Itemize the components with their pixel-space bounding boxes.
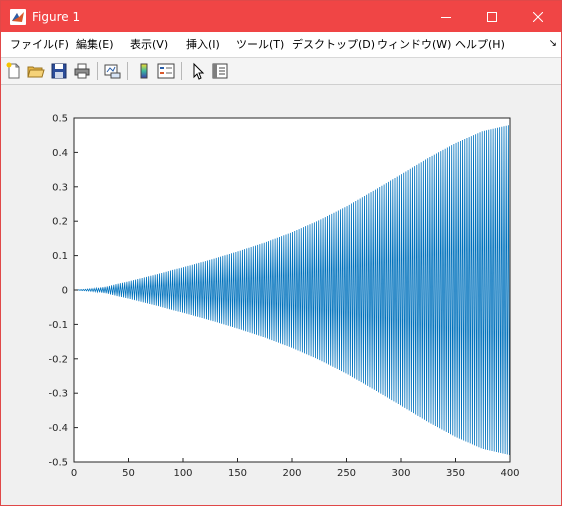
close-icon: [533, 11, 543, 22]
y-tick-label: 0.3: [52, 182, 68, 193]
y-tick-label: -0.3: [48, 389, 68, 400]
series-layer: [73, 125, 511, 456]
close-button[interactable]: [515, 1, 561, 32]
pointer-icon[interactable]: [188, 61, 208, 81]
legend-icon[interactable]: [156, 61, 176, 81]
y-tick-label: 0: [62, 286, 68, 297]
y-tick-label: 0.2: [52, 217, 68, 228]
y-tick-label: -0.5: [48, 458, 68, 469]
x-tick-label: 100: [173, 468, 192, 479]
y-tick-label: -0.4: [48, 423, 68, 434]
link-plot-icon[interactable]: [102, 61, 122, 81]
x-tick-label: 350: [446, 468, 465, 479]
figure-toolbar: [1, 58, 561, 85]
menu-edit[interactable]: 編集(E): [76, 38, 114, 51]
x-tick-label: 50: [122, 468, 135, 479]
menu-insert[interactable]: 挿入(I): [186, 38, 220, 51]
x-tick-label: 400: [500, 468, 519, 479]
window-title: Figure 1: [32, 10, 81, 24]
menu-help[interactable]: ヘルプ(H): [455, 38, 505, 51]
colorbar-icon[interactable]: [134, 61, 154, 81]
open-icon[interactable]: [26, 61, 46, 81]
menu-view[interactable]: 表示(V): [130, 38, 169, 51]
y-tick-label: -0.1: [48, 320, 68, 331]
menu-bar: ファイル(F) 編集(E) 表示(V) 挿入(I) ツール(T) デスクトップ(…: [1, 32, 561, 58]
print-icon[interactable]: [72, 61, 92, 81]
toolbar-separator: [181, 62, 182, 80]
x-tick-label: 300: [391, 468, 410, 479]
y-tick-label: 0.5: [52, 114, 68, 125]
property-inspector-icon[interactable]: [210, 61, 230, 81]
minimize-icon: [441, 16, 451, 18]
plot-canvas: 0 50 100 150 200 250 300 350 400 -0.5 -0.4 -0.3 -0.2…: [48, 114, 519, 480]
matlab-icon: [10, 9, 26, 25]
menu-file[interactable]: ファイル(F): [10, 38, 69, 51]
title-bar[interactable]: Figure 1: [1, 1, 561, 32]
menu-window[interactable]: ウィンドウ(W): [377, 38, 452, 51]
maximize-icon: [487, 11, 497, 22]
toolbar-separator: [97, 62, 98, 80]
minimize-button[interactable]: [423, 1, 469, 32]
menu-overflow-icon[interactable]: ↘: [548, 38, 557, 49]
y-tick-label: -0.2: [48, 354, 68, 365]
maximize-button[interactable]: [469, 1, 515, 32]
toolbar-separator: [127, 62, 128, 80]
y-tick-label: 0.4: [52, 148, 68, 159]
new-figure-icon[interactable]: [4, 61, 24, 81]
x-tick-label: 150: [228, 468, 247, 479]
menu-desktop[interactable]: デスクトップ(D): [292, 38, 376, 51]
series-line: [73, 125, 511, 456]
y-tick-label: 0.1: [52, 251, 68, 262]
ticks-layer: 0 50 100 150 200 250 300 350 400 -0.5 -0.4 -0.3 -0.2…: [48, 114, 519, 480]
x-tick-label: 200: [282, 468, 301, 479]
x-tick-label: 250: [337, 468, 356, 479]
save-icon[interactable]: [49, 61, 69, 81]
x-tick-label: 0: [71, 468, 77, 479]
menu-tools[interactable]: ツール(T): [236, 38, 285, 51]
